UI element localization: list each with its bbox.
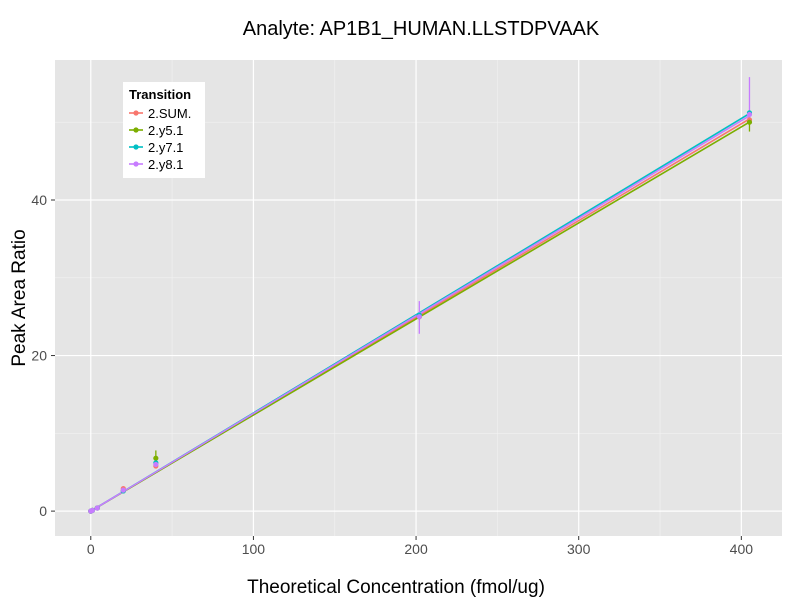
legend-key-point bbox=[133, 161, 139, 167]
data-point bbox=[89, 507, 96, 513]
legend-key-point bbox=[133, 127, 139, 133]
x-tick-label: 0 bbox=[87, 541, 95, 557]
data-point bbox=[153, 461, 159, 468]
x-axis-label: Theoretical Concentration (fmol/ug) bbox=[247, 577, 545, 598]
y-axis: 0 20 40 bbox=[31, 192, 55, 519]
x-tick-label: 400 bbox=[730, 541, 754, 557]
y-tick-label: 40 bbox=[31, 192, 47, 208]
data-point bbox=[94, 505, 100, 511]
data-point bbox=[153, 455, 159, 461]
x-axis: 0 100 200 300 400 bbox=[87, 536, 753, 557]
major-gridlines bbox=[55, 60, 782, 536]
legend-label: 2.y7.1 bbox=[148, 140, 183, 155]
data-point bbox=[746, 111, 753, 118]
data-points bbox=[88, 110, 753, 514]
x-tick-label: 100 bbox=[242, 541, 266, 557]
y-axis-label: Peak Area Ratio bbox=[9, 229, 30, 366]
legend-key-point bbox=[133, 144, 139, 150]
y-tick-label: 0 bbox=[39, 503, 47, 519]
data-point bbox=[416, 314, 422, 320]
data-point bbox=[120, 487, 126, 493]
legend-label: 2.y8.1 bbox=[148, 157, 183, 172]
legend-label: 2.SUM. bbox=[148, 106, 191, 121]
x-tick-label: 200 bbox=[404, 541, 428, 557]
data-point bbox=[746, 119, 753, 125]
legend-key-point bbox=[133, 110, 139, 116]
legend-title: Transition bbox=[129, 87, 191, 102]
chart-title: Analyte: AP1B1_HUMAN.LLSTDPVAAK bbox=[243, 18, 600, 40]
legend: Transition 2.SUM. 2.y5.1 2.y7.1 2.y8.1 bbox=[123, 82, 205, 178]
x-tick-label: 300 bbox=[567, 541, 591, 557]
y-tick-label: 20 bbox=[31, 348, 47, 364]
legend-label: 2.y5.1 bbox=[148, 123, 183, 138]
